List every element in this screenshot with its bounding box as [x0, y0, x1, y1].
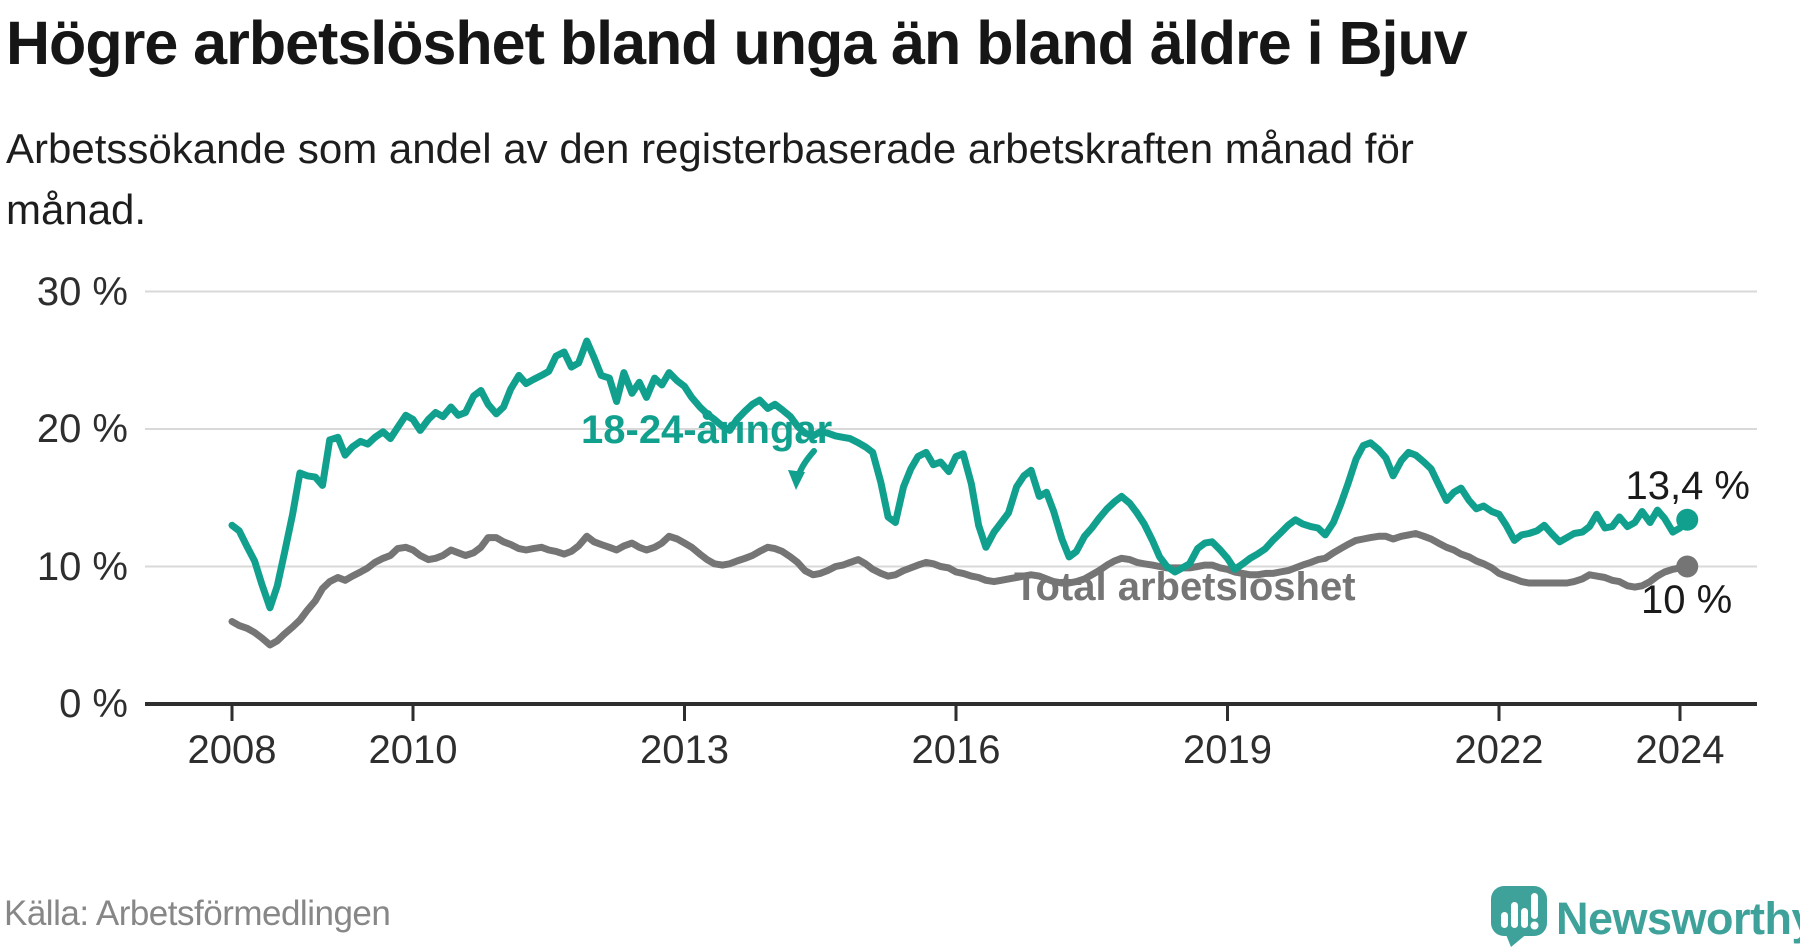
x-tick-label-2016: 2016	[911, 728, 1001, 772]
end-dot-total	[1676, 555, 1699, 578]
x-tick-label-2008: 2008	[187, 728, 277, 772]
y-tick-label-0: 0 %	[59, 682, 128, 726]
annotation-arrow	[788, 448, 817, 490]
x-tick-label-2019: 2019	[1183, 728, 1272, 772]
y-tick-label-30: 30 %	[36, 269, 128, 314]
newsworthy-logo-icon	[1491, 886, 1547, 947]
end-value-label-total: 10 %	[1641, 578, 1733, 622]
series-line-young	[228, 337, 1691, 612]
series-line-total	[228, 530, 1691, 649]
y-tick-label-10: 10 %	[36, 544, 128, 589]
x-tick-label-2013: 2013	[640, 728, 729, 772]
source-credit: Källa: Arbetsförmedlingen	[4, 894, 391, 933]
x-axis	[145, 702, 1757, 721]
end-value-label-young: 13,4 %	[1625, 464, 1750, 508]
x-tick-label-2022: 2022	[1454, 728, 1544, 772]
gridlines	[145, 290, 1757, 568]
chart-subtitle: Arbetssökande som andel av den registerb…	[6, 125, 1414, 233]
series-label-total: Total arbetslöshet	[1014, 565, 1356, 609]
end-dot-young	[1676, 508, 1699, 531]
x-tick-label-2024: 2024	[1635, 728, 1725, 772]
series-label-young: 18-24-åringar	[581, 408, 833, 452]
newsworthy-brand-name: Newsworthy	[1556, 893, 1800, 944]
chart-title: Högre arbetslöshet bland unga än bland ä…	[6, 9, 1468, 77]
y-tick-label-20: 20 %	[36, 407, 128, 451]
series-lines	[228, 337, 1699, 649]
x-tick-label-2010: 2010	[368, 728, 458, 772]
